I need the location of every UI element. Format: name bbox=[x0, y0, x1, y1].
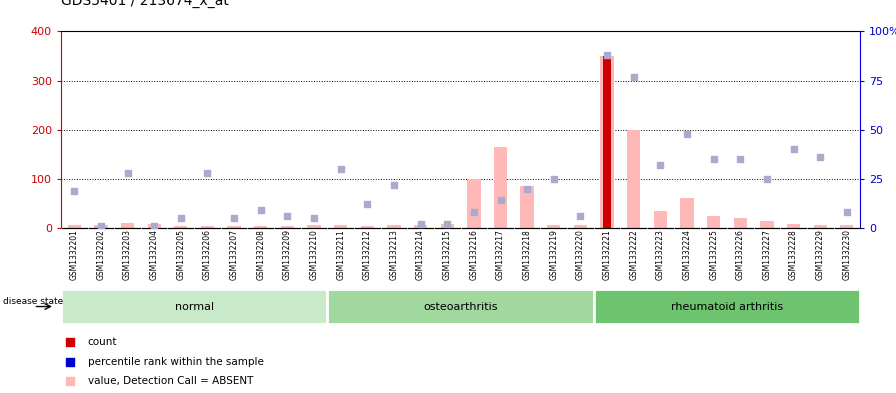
Point bbox=[254, 207, 268, 213]
Point bbox=[63, 359, 77, 365]
Point bbox=[840, 209, 854, 215]
FancyBboxPatch shape bbox=[594, 289, 860, 324]
Bar bbox=[603, 56, 611, 228]
Bar bbox=[334, 226, 348, 228]
Point bbox=[201, 170, 215, 176]
Bar bbox=[467, 179, 480, 228]
Point bbox=[333, 166, 348, 172]
Bar bbox=[174, 226, 187, 228]
Bar bbox=[840, 226, 854, 228]
Bar bbox=[707, 216, 720, 228]
Bar bbox=[307, 226, 321, 228]
FancyBboxPatch shape bbox=[327, 289, 594, 324]
Text: percentile rank within the sample: percentile rank within the sample bbox=[88, 357, 263, 367]
Bar bbox=[121, 223, 134, 228]
Bar bbox=[573, 226, 587, 228]
Text: osteoarthritis: osteoarthritis bbox=[423, 301, 498, 312]
Point bbox=[813, 154, 827, 160]
Bar bbox=[67, 226, 81, 228]
Point bbox=[467, 209, 481, 215]
Text: normal: normal bbox=[175, 301, 213, 312]
Bar bbox=[680, 198, 694, 228]
Point bbox=[387, 182, 401, 188]
Point bbox=[520, 185, 534, 192]
Point bbox=[174, 215, 188, 221]
Bar bbox=[414, 226, 427, 228]
Point bbox=[147, 223, 161, 229]
Point bbox=[67, 187, 82, 194]
Bar bbox=[228, 226, 241, 228]
Point bbox=[733, 156, 747, 162]
Bar bbox=[360, 226, 374, 228]
Point bbox=[440, 221, 454, 227]
Bar bbox=[441, 224, 454, 228]
Point bbox=[280, 213, 295, 219]
Bar bbox=[600, 56, 614, 228]
Bar bbox=[547, 226, 561, 228]
Text: count: count bbox=[88, 336, 117, 347]
Bar bbox=[627, 130, 641, 228]
Bar bbox=[787, 224, 800, 228]
Point bbox=[360, 201, 375, 208]
Bar bbox=[148, 224, 161, 228]
Bar bbox=[734, 218, 747, 228]
FancyBboxPatch shape bbox=[61, 289, 327, 324]
Point bbox=[94, 223, 108, 229]
Text: GDS5401 / 213674_x_at: GDS5401 / 213674_x_at bbox=[61, 0, 228, 8]
Point bbox=[653, 162, 668, 168]
Point bbox=[413, 221, 427, 227]
Point bbox=[63, 378, 77, 384]
Point bbox=[706, 156, 720, 162]
Bar bbox=[494, 147, 507, 228]
Point bbox=[494, 197, 508, 204]
Bar bbox=[521, 186, 534, 228]
Point bbox=[547, 176, 561, 182]
Point bbox=[760, 176, 774, 182]
Bar bbox=[201, 226, 214, 228]
Point bbox=[306, 215, 321, 221]
Point bbox=[600, 52, 615, 58]
Bar bbox=[814, 226, 827, 228]
Bar bbox=[94, 226, 108, 228]
Text: value, Detection Call = ABSENT: value, Detection Call = ABSENT bbox=[88, 376, 254, 386]
Point bbox=[120, 170, 134, 176]
Bar bbox=[760, 220, 773, 228]
Bar bbox=[387, 225, 401, 228]
Point bbox=[626, 73, 641, 80]
Text: rheumatoid arthritis: rheumatoid arthritis bbox=[671, 301, 783, 312]
Bar bbox=[654, 211, 667, 228]
Bar bbox=[254, 226, 267, 228]
Point bbox=[680, 130, 694, 137]
Text: disease state: disease state bbox=[3, 297, 64, 306]
Point bbox=[787, 146, 801, 152]
Point bbox=[227, 215, 241, 221]
Point bbox=[573, 213, 588, 219]
Point bbox=[63, 338, 77, 345]
Bar bbox=[280, 226, 294, 228]
